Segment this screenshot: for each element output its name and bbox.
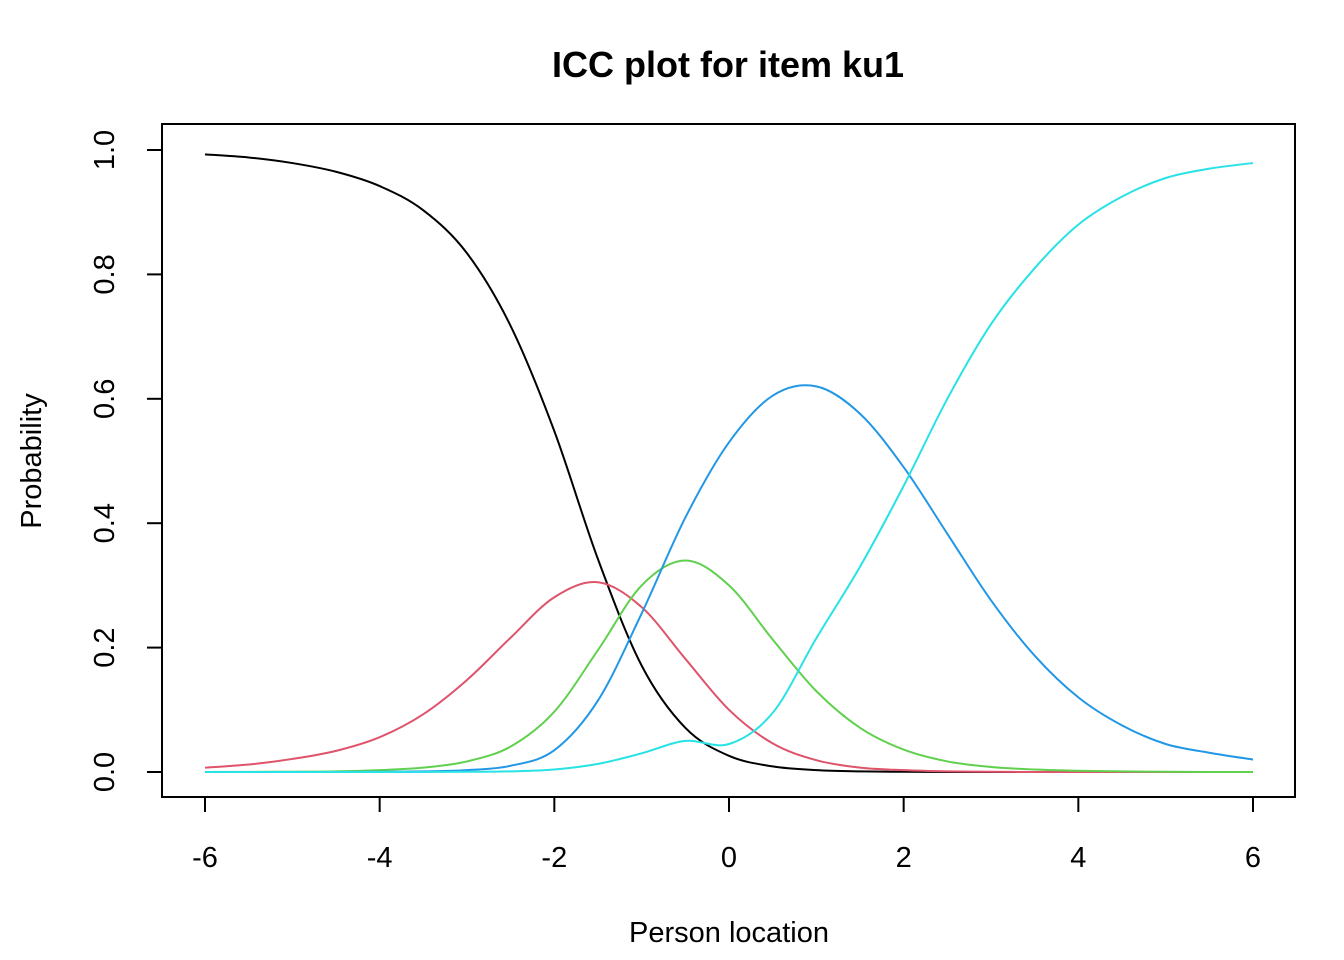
series-line-5	[205, 162, 1254, 774]
x-axis-label: Person location	[629, 917, 829, 949]
x-tick-label: -4	[367, 842, 393, 874]
x-tick-label: -2	[541, 842, 567, 874]
chart-title: ICC plot for item ku1	[552, 44, 904, 85]
y-axis: 0.0 0.2 0.4 0.6 0.8 1.0	[89, 130, 163, 792]
x-tick-label: -6	[192, 842, 218, 874]
series-line-2	[204, 581, 1253, 774]
x-axis: -6 -4 -2 0 2 4 6	[192, 796, 1261, 874]
x-tick-label: 2	[896, 842, 912, 874]
y-tick-label: 0.8	[89, 254, 121, 294]
x-tick-label: 0	[721, 842, 737, 874]
series-line-1	[204, 153, 1253, 774]
x-tick-label: 6	[1245, 842, 1261, 874]
series-curves	[204, 153, 1254, 774]
series-line-3	[204, 559, 1254, 773]
y-tick-label: 0.6	[89, 379, 121, 419]
y-tick-label: 1.0	[89, 130, 121, 170]
x-tick-label: 4	[1070, 842, 1086, 874]
plot-frame	[161, 123, 1296, 798]
y-axis-label: Probability	[16, 393, 48, 529]
y-tick-label: 0.2	[89, 627, 121, 667]
y-tick-label: 0.4	[89, 503, 121, 543]
y-tick-label: 0.0	[89, 752, 121, 792]
series-line-4	[205, 384, 1254, 774]
